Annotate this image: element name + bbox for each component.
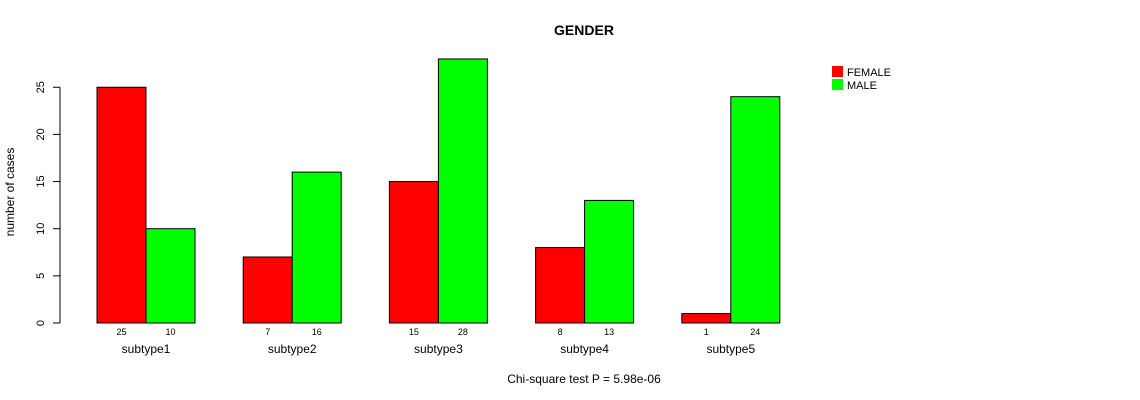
y-axis: 0 5 10 15 20 25 [35,81,61,326]
legend-label-female: FEMALE [847,67,891,79]
bars-group [96,58,781,324]
category-labels: subtype1 subtype2 subtype3 subtype4 subtype5 [122,342,756,356]
bar-value-label: 7 [265,327,270,337]
bar-female-subtype5 [681,313,732,324]
bar-value-label: 13 [604,327,614,337]
bar-male-subtype4 [584,199,635,324]
category-label-subtype4: subtype4 [560,342,609,356]
legend-label-male: MALE [847,80,877,92]
chart-title: GENDER [554,22,614,38]
bar-value-label: 16 [312,327,322,337]
bar-value-label: 28 [458,327,468,337]
bar-value-label: 8 [558,327,563,337]
bar-value-label: 15 [409,327,419,337]
bar-female-subtype1 [96,86,147,324]
y-tick-label: 0 [35,320,47,326]
legend-swatch-male [832,79,843,90]
category-label-subtype2: subtype2 [268,342,317,356]
bar-female-subtype2 [242,256,293,324]
bar-value-label: 1 [704,327,709,337]
bar-value-labels: 25 10 7 16 15 28 8 13 1 24 [116,327,760,337]
bar-male-subtype1 [145,228,196,324]
y-tick-label: 10 [35,223,47,235]
bar-female-subtype3 [388,181,439,324]
bar-male-subtype5 [730,96,781,324]
bar-value-label: 10 [165,327,175,337]
y-tick-label: 5 [35,273,47,279]
y-tick-label: 15 [35,175,47,187]
bar-value-label: 24 [750,327,760,337]
bar-male-subtype2 [291,171,342,324]
y-tick-label: 25 [35,81,47,93]
legend-swatch-female [832,66,843,77]
y-axis-label: number of cases [3,148,17,237]
x-axis-label: Chi-square test P = 5.98e-06 [507,372,661,386]
bar-male-subtype3 [437,58,488,324]
bar-value-label: 25 [116,327,126,337]
y-tick-label: 20 [35,128,47,140]
category-label-subtype3: subtype3 [414,342,463,356]
category-label-subtype1: subtype1 [122,342,171,356]
bar-female-subtype4 [535,247,586,324]
category-label-subtype5: subtype5 [706,342,755,356]
